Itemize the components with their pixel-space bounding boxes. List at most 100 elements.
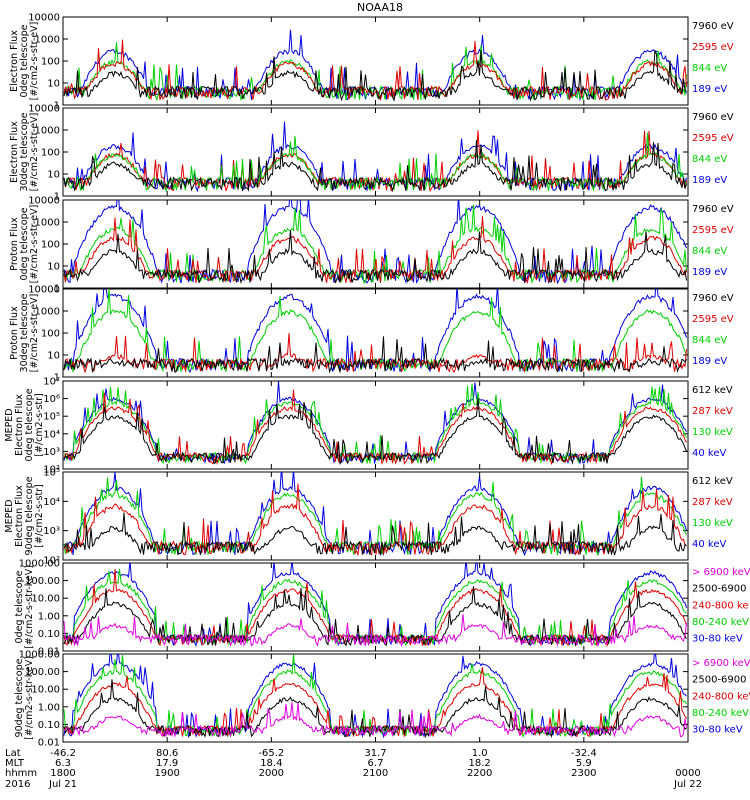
legend-entry: 240-800 ke bbox=[692, 600, 749, 611]
legend-entry: 2500-6900 bbox=[692, 675, 747, 686]
legend-entry: 2500-6900 bbox=[692, 584, 747, 595]
x-tick-label-mlt: 18.4 bbox=[260, 758, 282, 769]
legend-entry: 30-80 keV bbox=[692, 634, 743, 645]
y-tick-label: 10³ bbox=[43, 526, 60, 537]
y-tick-label: 1000.00 bbox=[19, 559, 60, 570]
x-tick-label-hhmm: 1800 bbox=[50, 768, 75, 779]
legend-entry: 189 eV bbox=[692, 175, 727, 186]
y-tick-label: 100 bbox=[41, 329, 60, 340]
legend-entry: 189 eV bbox=[692, 84, 727, 95]
panel-p3: 1 10 100 1000 10000 Proton Flux 0deg telescope… bbox=[9, 196, 734, 295]
x-row-label: hhmm bbox=[5, 768, 37, 779]
y-axis-label: 30deg telescope bbox=[19, 112, 30, 191]
y-axis-label: Electron Flux bbox=[9, 121, 20, 183]
x-tick-label-date: Jul 21 bbox=[48, 779, 77, 790]
panel-p5: 10² 10³ 10⁴ 10⁵ 10⁶ 10⁷ MEPED Electron Flux 0deg… bbox=[4, 377, 733, 476]
series-line bbox=[63, 333, 687, 374]
x-tick-label-mlt: 5.9 bbox=[576, 758, 592, 769]
legend-entry: 189 eV bbox=[692, 356, 727, 367]
y-tick-label: 0.10 bbox=[38, 720, 60, 731]
legend-entry: 844 eV bbox=[692, 335, 727, 346]
y-tick-label: 10⁶ bbox=[43, 394, 60, 405]
y-tick-label: 10⁴ bbox=[43, 497, 60, 508]
y-axis-label: [#/cm2-s-str-eV] bbox=[29, 294, 40, 373]
y-tick-label: 100 bbox=[41, 148, 60, 159]
y-tick-label: 1 bbox=[54, 373, 60, 384]
y-tick-label: 1 bbox=[54, 192, 60, 203]
legend-entry: 40 keV bbox=[692, 448, 726, 459]
y-axis-label: [#/cm2-s-str-keV] bbox=[24, 565, 35, 649]
y-tick-label: 10000 bbox=[28, 13, 60, 24]
y-axis-label: [#/cm2-s-str-eV] bbox=[29, 22, 40, 101]
y-axis-label: Proton Flux bbox=[9, 306, 20, 360]
y-tick-label: 100.00 bbox=[25, 576, 60, 587]
y-tick-label: 100.00 bbox=[25, 667, 60, 678]
y-tick-label: 1.00 bbox=[38, 611, 60, 622]
y-tick-label: 10.00 bbox=[31, 594, 60, 605]
legend-entry: 130 keV bbox=[692, 518, 733, 529]
y-tick-label: 10² bbox=[43, 556, 60, 567]
y-tick-label: 10 bbox=[47, 262, 60, 273]
legend-entry: 2595 eV bbox=[692, 314, 734, 325]
legend-entry: > 6900 keV bbox=[692, 658, 750, 669]
y-tick-label: 10⁴ bbox=[43, 429, 60, 440]
legend-entry: 287 keV bbox=[692, 497, 733, 508]
y-axis-label: 30deg telescope bbox=[19, 293, 30, 372]
y-tick-label: 10⁷ bbox=[43, 377, 60, 388]
y-tick-label: 10000 bbox=[28, 104, 60, 115]
y-tick-label: 10⁵ bbox=[43, 468, 60, 479]
y-tick-label: 0.01 bbox=[38, 647, 60, 658]
y-tick-label: 10 bbox=[47, 79, 60, 90]
x-tick-label-mlt: 18.2 bbox=[469, 758, 491, 769]
series-line bbox=[63, 39, 687, 102]
x-tick-label-hhmm: 2300 bbox=[571, 768, 596, 779]
y-tick-label: 10000 bbox=[28, 285, 60, 296]
x-tick-label-hhmm: 0000 bbox=[675, 768, 700, 779]
legend-entry: 844 eV bbox=[692, 154, 727, 165]
y-tick-label: 1.00 bbox=[38, 702, 60, 713]
series-line bbox=[63, 512, 687, 556]
y-tick-label: 1000 bbox=[35, 126, 60, 137]
panel-p6: 10² 10³ 10⁴ 10⁵ MEPED Electron Flux 90deg tele… bbox=[4, 468, 733, 567]
legend-entry: 612 keV bbox=[692, 385, 733, 396]
x-tick-label-lat: 80.6 bbox=[156, 748, 178, 759]
panel-p1: 1 10 100 1000 10000 Electron Flux 0deg telesco… bbox=[9, 13, 734, 112]
x-tick-label-lat: -65.2 bbox=[258, 748, 284, 759]
series-line bbox=[63, 614, 687, 648]
y-axis-label: Electron Flux bbox=[14, 485, 25, 547]
y-tick-label: 10⁵ bbox=[43, 412, 60, 423]
y-tick-label: 10.00 bbox=[31, 685, 60, 696]
y-axis-label: [#/cm2-s-str] bbox=[34, 393, 45, 456]
y-axis-label: MEPED bbox=[4, 499, 15, 532]
series-line bbox=[63, 50, 687, 102]
y-axis-label: [#/cm2-s-str] bbox=[34, 484, 45, 547]
x-tick-label-hhmm: 2200 bbox=[467, 768, 492, 779]
y-axis-label: Proton Flux bbox=[9, 217, 20, 271]
x-tick-label-lat: -32.4 bbox=[571, 748, 597, 759]
y-tick-label: 1000 bbox=[35, 35, 60, 46]
y-axis-label: 0deg telescope bbox=[19, 24, 30, 97]
series-line bbox=[63, 216, 687, 285]
x-row-label: Lat bbox=[5, 748, 21, 759]
legend-entry: 30-80 keV bbox=[692, 725, 743, 736]
x-tick-label-lat: 31.7 bbox=[364, 748, 386, 759]
y-tick-label: 100 bbox=[41, 57, 60, 68]
series-line bbox=[63, 336, 687, 374]
x-tick-label-mlt: 6.3 bbox=[55, 758, 71, 769]
legend-entry: 80-240 keV bbox=[692, 708, 749, 719]
y-axis-label: Electron Flux bbox=[9, 30, 20, 92]
y-axis-label: Electron Flux bbox=[14, 394, 25, 456]
chart-title: NOAA18 bbox=[357, 1, 403, 14]
y-axis-label: [#/cm2-s-str-eV] bbox=[29, 113, 40, 192]
x-tick-label-lat: 1.0 bbox=[472, 748, 488, 759]
panel-p2: 1 10 100 1000 10000 Electron Flux 30deg telesc… bbox=[9, 104, 734, 203]
legend-entry: 80-240 keV bbox=[692, 617, 749, 628]
legend-entry: 240-800 keV bbox=[692, 691, 750, 702]
x-tick-label-mlt: 6.7 bbox=[368, 758, 384, 769]
y-axis-label: 0deg telescope bbox=[19, 207, 30, 280]
y-tick-label: 10 bbox=[47, 170, 60, 181]
legend-entry: 7960 eV bbox=[692, 293, 734, 304]
y-tick-label: 1 bbox=[54, 101, 60, 112]
legend-entry: 7960 eV bbox=[692, 21, 734, 32]
